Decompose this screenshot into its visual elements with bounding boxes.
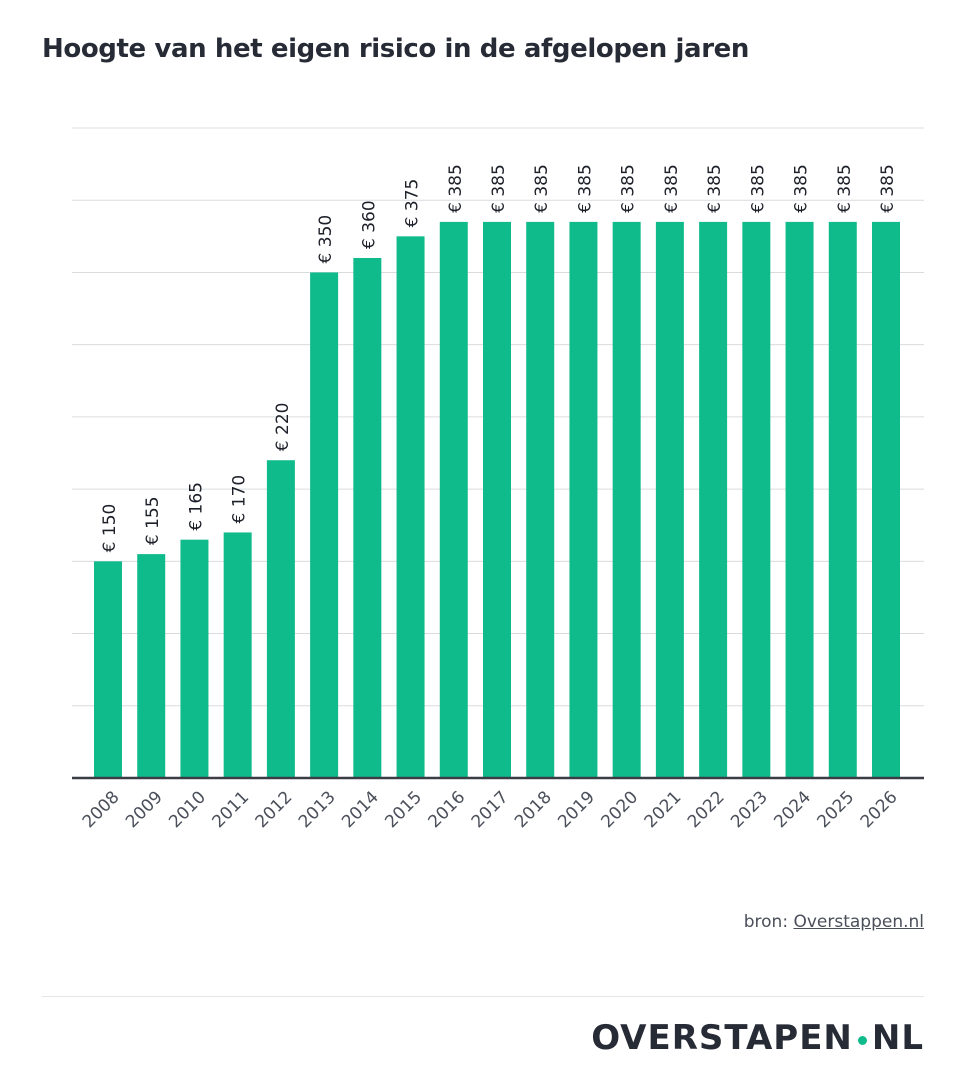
x-tick-label: 2010 [165, 787, 210, 832]
bar [353, 258, 382, 778]
data-label: € 385 [532, 164, 552, 213]
x-tick-label: 2020 [597, 787, 642, 832]
x-tick-label: 2013 [295, 787, 340, 832]
x-tick-label: 2018 [511, 787, 556, 832]
overstappen-logo[interactable]: OVERSTA P EN NL [591, 1018, 924, 1058]
bar [94, 561, 122, 778]
data-label: € 165 [186, 482, 206, 531]
data-label: € 385 [619, 164, 639, 213]
data-label: € 360 [359, 200, 379, 249]
x-tick-label: 2009 [122, 787, 167, 832]
x-tick-label: 2016 [425, 787, 470, 832]
bar [137, 554, 166, 778]
bar [439, 221, 468, 778]
x-tick-label: 2026 [857, 787, 902, 832]
logo-text-part4: NL [871, 1018, 924, 1058]
data-label: € 150 [100, 504, 120, 553]
logo-text-part3: EN [799, 1018, 853, 1058]
bar [223, 532, 252, 778]
bar [569, 221, 598, 778]
x-tick-label: 2011 [208, 787, 253, 832]
x-tick-label: 2015 [381, 787, 426, 832]
data-label: € 155 [143, 496, 163, 545]
x-tick-label: 2023 [727, 787, 772, 832]
bar [483, 221, 511, 778]
x-tick-label: 2024 [770, 787, 815, 832]
source-prefix: bron: [743, 912, 794, 932]
x-tick-label: 2022 [684, 787, 729, 832]
bar [828, 221, 857, 778]
bar [310, 272, 339, 778]
source-credit: bron: Overstappen.nl [744, 912, 924, 932]
bar [396, 236, 425, 779]
data-label: € 385 [489, 164, 509, 213]
bar [785, 221, 814, 778]
data-label: € 350 [316, 215, 336, 264]
x-tick-label: 2025 [814, 787, 859, 832]
bar [266, 460, 295, 778]
bar [742, 221, 771, 778]
x-tick-label: 2019 [554, 787, 599, 832]
x-tick-label: 2012 [252, 787, 297, 832]
data-label: € 375 [403, 179, 423, 228]
data-label: € 170 [230, 475, 250, 524]
bar [180, 539, 209, 778]
bar [612, 221, 641, 778]
x-tick-label: 2021 [641, 787, 686, 832]
chart-title: Hoogte van het eigen risico in de afgelo… [42, 34, 749, 64]
data-label: € 220 [273, 403, 293, 452]
x-tick-label: 2008 [79, 787, 124, 832]
footer-divider [42, 996, 924, 997]
data-label: € 385 [446, 164, 466, 213]
data-label: € 385 [792, 164, 812, 213]
data-label: € 385 [575, 164, 595, 213]
source-link[interactable]: Overstappen.nl [793, 912, 924, 932]
x-tick-label: 2017 [468, 787, 513, 832]
data-label: € 385 [705, 164, 725, 213]
data-label: € 385 [748, 164, 768, 213]
data-label: € 385 [878, 164, 898, 213]
bar [526, 221, 555, 778]
logo-dot-icon [857, 1035, 867, 1045]
x-tick-label: 2014 [338, 787, 383, 832]
bar [655, 221, 684, 778]
data-label: € 385 [662, 164, 682, 213]
bar-chart: € 150 2008 € 155 2009 € 165 2010 € 170 2011 € 22… [72, 127, 924, 832]
bar [699, 221, 728, 778]
logo-text-part1: OVERSTA [591, 1018, 774, 1058]
bar [872, 221, 900, 778]
data-label: € 385 [835, 164, 855, 213]
logo-text-part2: P [773, 1018, 800, 1058]
